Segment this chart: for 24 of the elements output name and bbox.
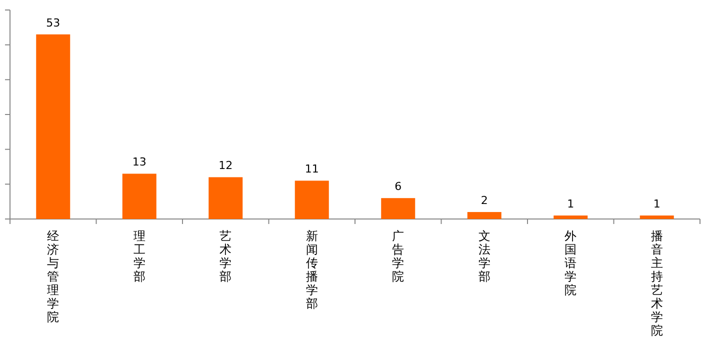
x-tick-label: 广告学院 — [392, 229, 404, 284]
bar — [36, 34, 70, 219]
x-tick-label: 理工学部 — [133, 229, 146, 284]
bar — [208, 177, 243, 219]
x-tick-label: 播音主持艺术学院 — [650, 229, 663, 338]
bar — [381, 198, 416, 219]
x-tick-label: 文法学部 — [478, 229, 490, 284]
bar — [640, 216, 674, 219]
x-tick-label: 新闻传播学部 — [306, 229, 318, 310]
bar — [467, 212, 502, 219]
data-label: 1 — [567, 198, 574, 211]
bar — [554, 216, 588, 219]
data-label: 2 — [480, 194, 488, 208]
data-label: 13 — [132, 156, 146, 169]
data-label: 1 — [653, 198, 660, 211]
bar — [294, 180, 329, 219]
x-tick-label: 经济与管理学院 — [47, 229, 60, 324]
data-label: 6 — [394, 180, 402, 194]
data-label: 53 — [46, 16, 60, 30]
data-label: 12 — [218, 159, 233, 172]
data-label: 11 — [304, 162, 319, 176]
x-tick-label: 艺术学部 — [220, 229, 232, 284]
bar — [122, 174, 156, 219]
x-tick-label: 外国语学院 — [564, 229, 577, 297]
